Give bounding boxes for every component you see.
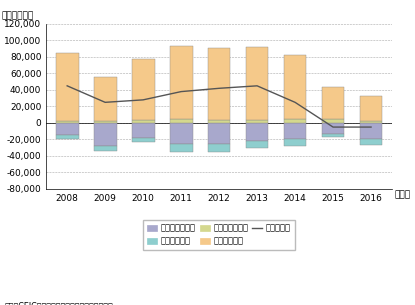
Bar bbox=[94, 77, 117, 121]
Bar bbox=[284, 119, 306, 123]
Bar bbox=[246, 120, 269, 123]
Text: （年）: （年） bbox=[395, 190, 411, 199]
Bar bbox=[56, 121, 78, 123]
Bar bbox=[208, 48, 230, 120]
Bar bbox=[94, 123, 117, 146]
Bar bbox=[56, 123, 78, 135]
Bar bbox=[360, 121, 383, 123]
Bar bbox=[56, 135, 78, 139]
Bar bbox=[246, 123, 269, 141]
Bar bbox=[360, 96, 383, 121]
Bar bbox=[208, 144, 230, 152]
Bar bbox=[170, 46, 193, 119]
Bar bbox=[322, 134, 344, 137]
Bar bbox=[246, 47, 269, 120]
Bar bbox=[322, 119, 344, 123]
Bar bbox=[284, 123, 306, 139]
Bar bbox=[322, 87, 344, 119]
Bar bbox=[284, 55, 306, 119]
Bar bbox=[208, 123, 230, 144]
Bar bbox=[56, 53, 78, 121]
Bar bbox=[94, 146, 117, 151]
Text: （百万ドル）: （百万ドル） bbox=[1, 12, 34, 21]
Bar bbox=[360, 123, 383, 139]
Bar bbox=[94, 121, 117, 123]
Bar bbox=[170, 119, 193, 123]
Bar bbox=[360, 139, 383, 145]
Bar bbox=[132, 138, 154, 142]
Bar bbox=[284, 139, 306, 146]
Bar bbox=[170, 123, 193, 144]
Bar bbox=[246, 141, 269, 148]
Bar bbox=[132, 123, 154, 138]
Bar bbox=[170, 144, 193, 152]
Legend: 非石油関連輸入, 石油間連輸入, 非石油間連輸出, 石油間連輸出, 財貳易収支: 非石油関連輸入, 石油間連輸入, 非石油間連輸出, 石油間連輸出, 財貳易収支 bbox=[143, 220, 295, 250]
Bar bbox=[208, 120, 230, 123]
Bar bbox=[322, 123, 344, 134]
Bar bbox=[132, 59, 154, 120]
Text: 資料：CEICデータベースから経済産業省作成。: 資料：CEICデータベースから経済産業省作成。 bbox=[4, 301, 113, 305]
Bar bbox=[132, 120, 154, 123]
